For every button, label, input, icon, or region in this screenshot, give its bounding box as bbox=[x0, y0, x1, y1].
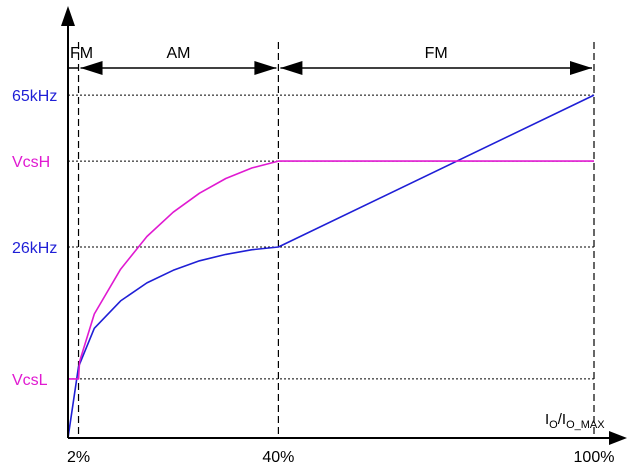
tick-labels: 2% 40% 100% 65kHz VcsH 26kHz VcsL bbox=[12, 88, 614, 466]
series-line-0 bbox=[67, 94, 595, 439]
x-tick-label-2: 100% bbox=[574, 449, 615, 466]
x-tick-label-1: 40% bbox=[262, 449, 294, 466]
x-axis-arrowhead bbox=[609, 431, 627, 445]
series-lines bbox=[67, 94, 595, 439]
x-axis-label: IO/IO_MAX bbox=[545, 411, 605, 431]
x-tick-label-0: 2% bbox=[67, 449, 90, 466]
y-tick-label-vcsh: VcsH bbox=[12, 154, 50, 171]
region-label-am: AM bbox=[166, 45, 190, 62]
y-tick-label-26khz: 26kHz bbox=[12, 240, 57, 257]
region-arrowhead-right-am bbox=[254, 61, 277, 75]
series-line-1 bbox=[68, 160, 594, 380]
region-arrowhead-left-am bbox=[80, 61, 103, 75]
y-tick-label-vcsl: VcsL bbox=[12, 372, 48, 389]
y-tick-label-65khz: 65kHz bbox=[12, 88, 57, 105]
region-arrowhead-right-fm-right bbox=[570, 61, 592, 75]
y-axis-arrowhead bbox=[61, 6, 75, 26]
region-label-fm-right: FM bbox=[425, 45, 448, 62]
region-arrows: FM AM FM bbox=[68, 45, 592, 75]
region-label-fm-left: FM bbox=[70, 45, 93, 62]
region-arrowhead-left-fm-right bbox=[280, 61, 303, 75]
guide-lines bbox=[68, 42, 595, 438]
